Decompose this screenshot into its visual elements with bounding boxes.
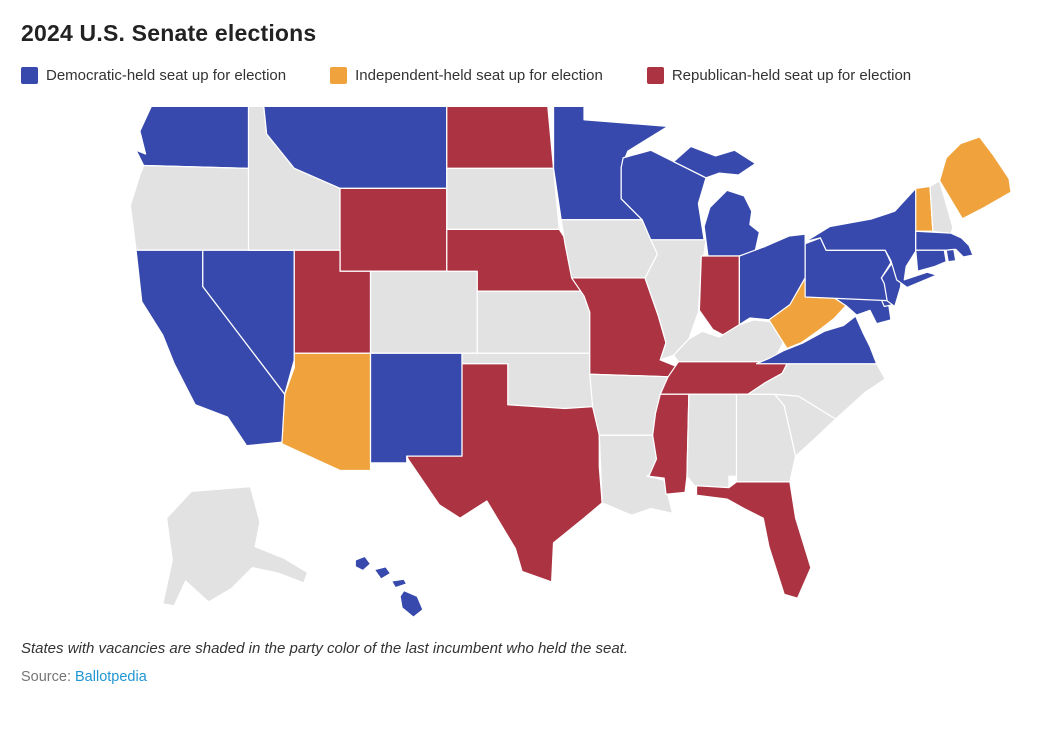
state-alaska[interactable]: Alaska [162, 486, 309, 607]
state-kansas[interactable]: Kansas [476, 290, 595, 354]
state-new-mexico[interactable]: New Mexico [369, 352, 463, 464]
page-title: 2024 U.S. Senate elections [21, 20, 317, 46]
state-hawaii[interactable]: Hawaii [354, 555, 424, 618]
republican-swatch-icon [646, 67, 664, 84]
state-iowa[interactable]: Iowa [560, 219, 659, 279]
us-senate-map: Washington Oregon California Nevada Idah… [117, 90, 1032, 626]
legend: Democratic-held seat up for election Ind… [21, 67, 1022, 84]
independent-swatch-icon [330, 67, 348, 84]
state-rhode-island[interactable]: Rhode Island [945, 248, 957, 263]
state-texas[interactable]: Texas [406, 363, 603, 583]
state-maine[interactable]: Maine [938, 136, 1012, 220]
state-north-dakota[interactable]: North Dakota [446, 105, 555, 169]
state-kentucky[interactable]: Kentucky [673, 319, 787, 363]
state-new-hampshire[interactable]: New Hampshire [929, 180, 954, 235]
state-connecticut[interactable]: Connecticut [915, 249, 947, 272]
state-new-york[interactable]: New York [804, 187, 938, 289]
state-virginia[interactable]: Virginia [755, 315, 878, 365]
state-colorado[interactable]: Colorado [369, 270, 478, 354]
state-florida[interactable]: Florida [695, 481, 812, 599]
state-north-carolina[interactable]: North Carolina [747, 361, 886, 420]
legend-label-independent: Independent-held seat up for election [355, 67, 603, 84]
legend-item-independent: Independent-held seat up for election [330, 67, 603, 84]
state-michigan[interactable]: Michigan [673, 145, 761, 257]
state-washington[interactable]: Washington [135, 105, 250, 169]
state-alabama[interactable]: Alabama [686, 393, 738, 494]
state-wyoming[interactable]: Wyoming [339, 187, 448, 272]
source-link-ballotpedia[interactable]: Ballotpedia [75, 669, 147, 685]
democratic-swatch-icon [21, 67, 38, 84]
state-indiana[interactable]: Indiana [698, 255, 741, 338]
source-line: Source: Ballotpedia [21, 669, 1022, 685]
legend-item-republican: Republican-held seat up for election [646, 67, 912, 84]
vacancy-footnote: States with vacancies are shaded in the … [21, 640, 629, 657]
state-oregon[interactable]: Oregon [129, 164, 250, 251]
legend-label-democratic: Democratic-held seat up for election [46, 67, 287, 84]
legend-item-democratic: Democratic-held seat up for election [21, 67, 286, 84]
state-south-dakota[interactable]: South Dakota [446, 167, 560, 230]
legend-label-republican: Republican-held seat up for election [671, 67, 912, 84]
us-map-svg: Washington Oregon California Nevada Idah… [129, 105, 1012, 618]
state-arizona[interactable]: Arizona [281, 352, 372, 472]
source-label: Source: [21, 669, 71, 685]
